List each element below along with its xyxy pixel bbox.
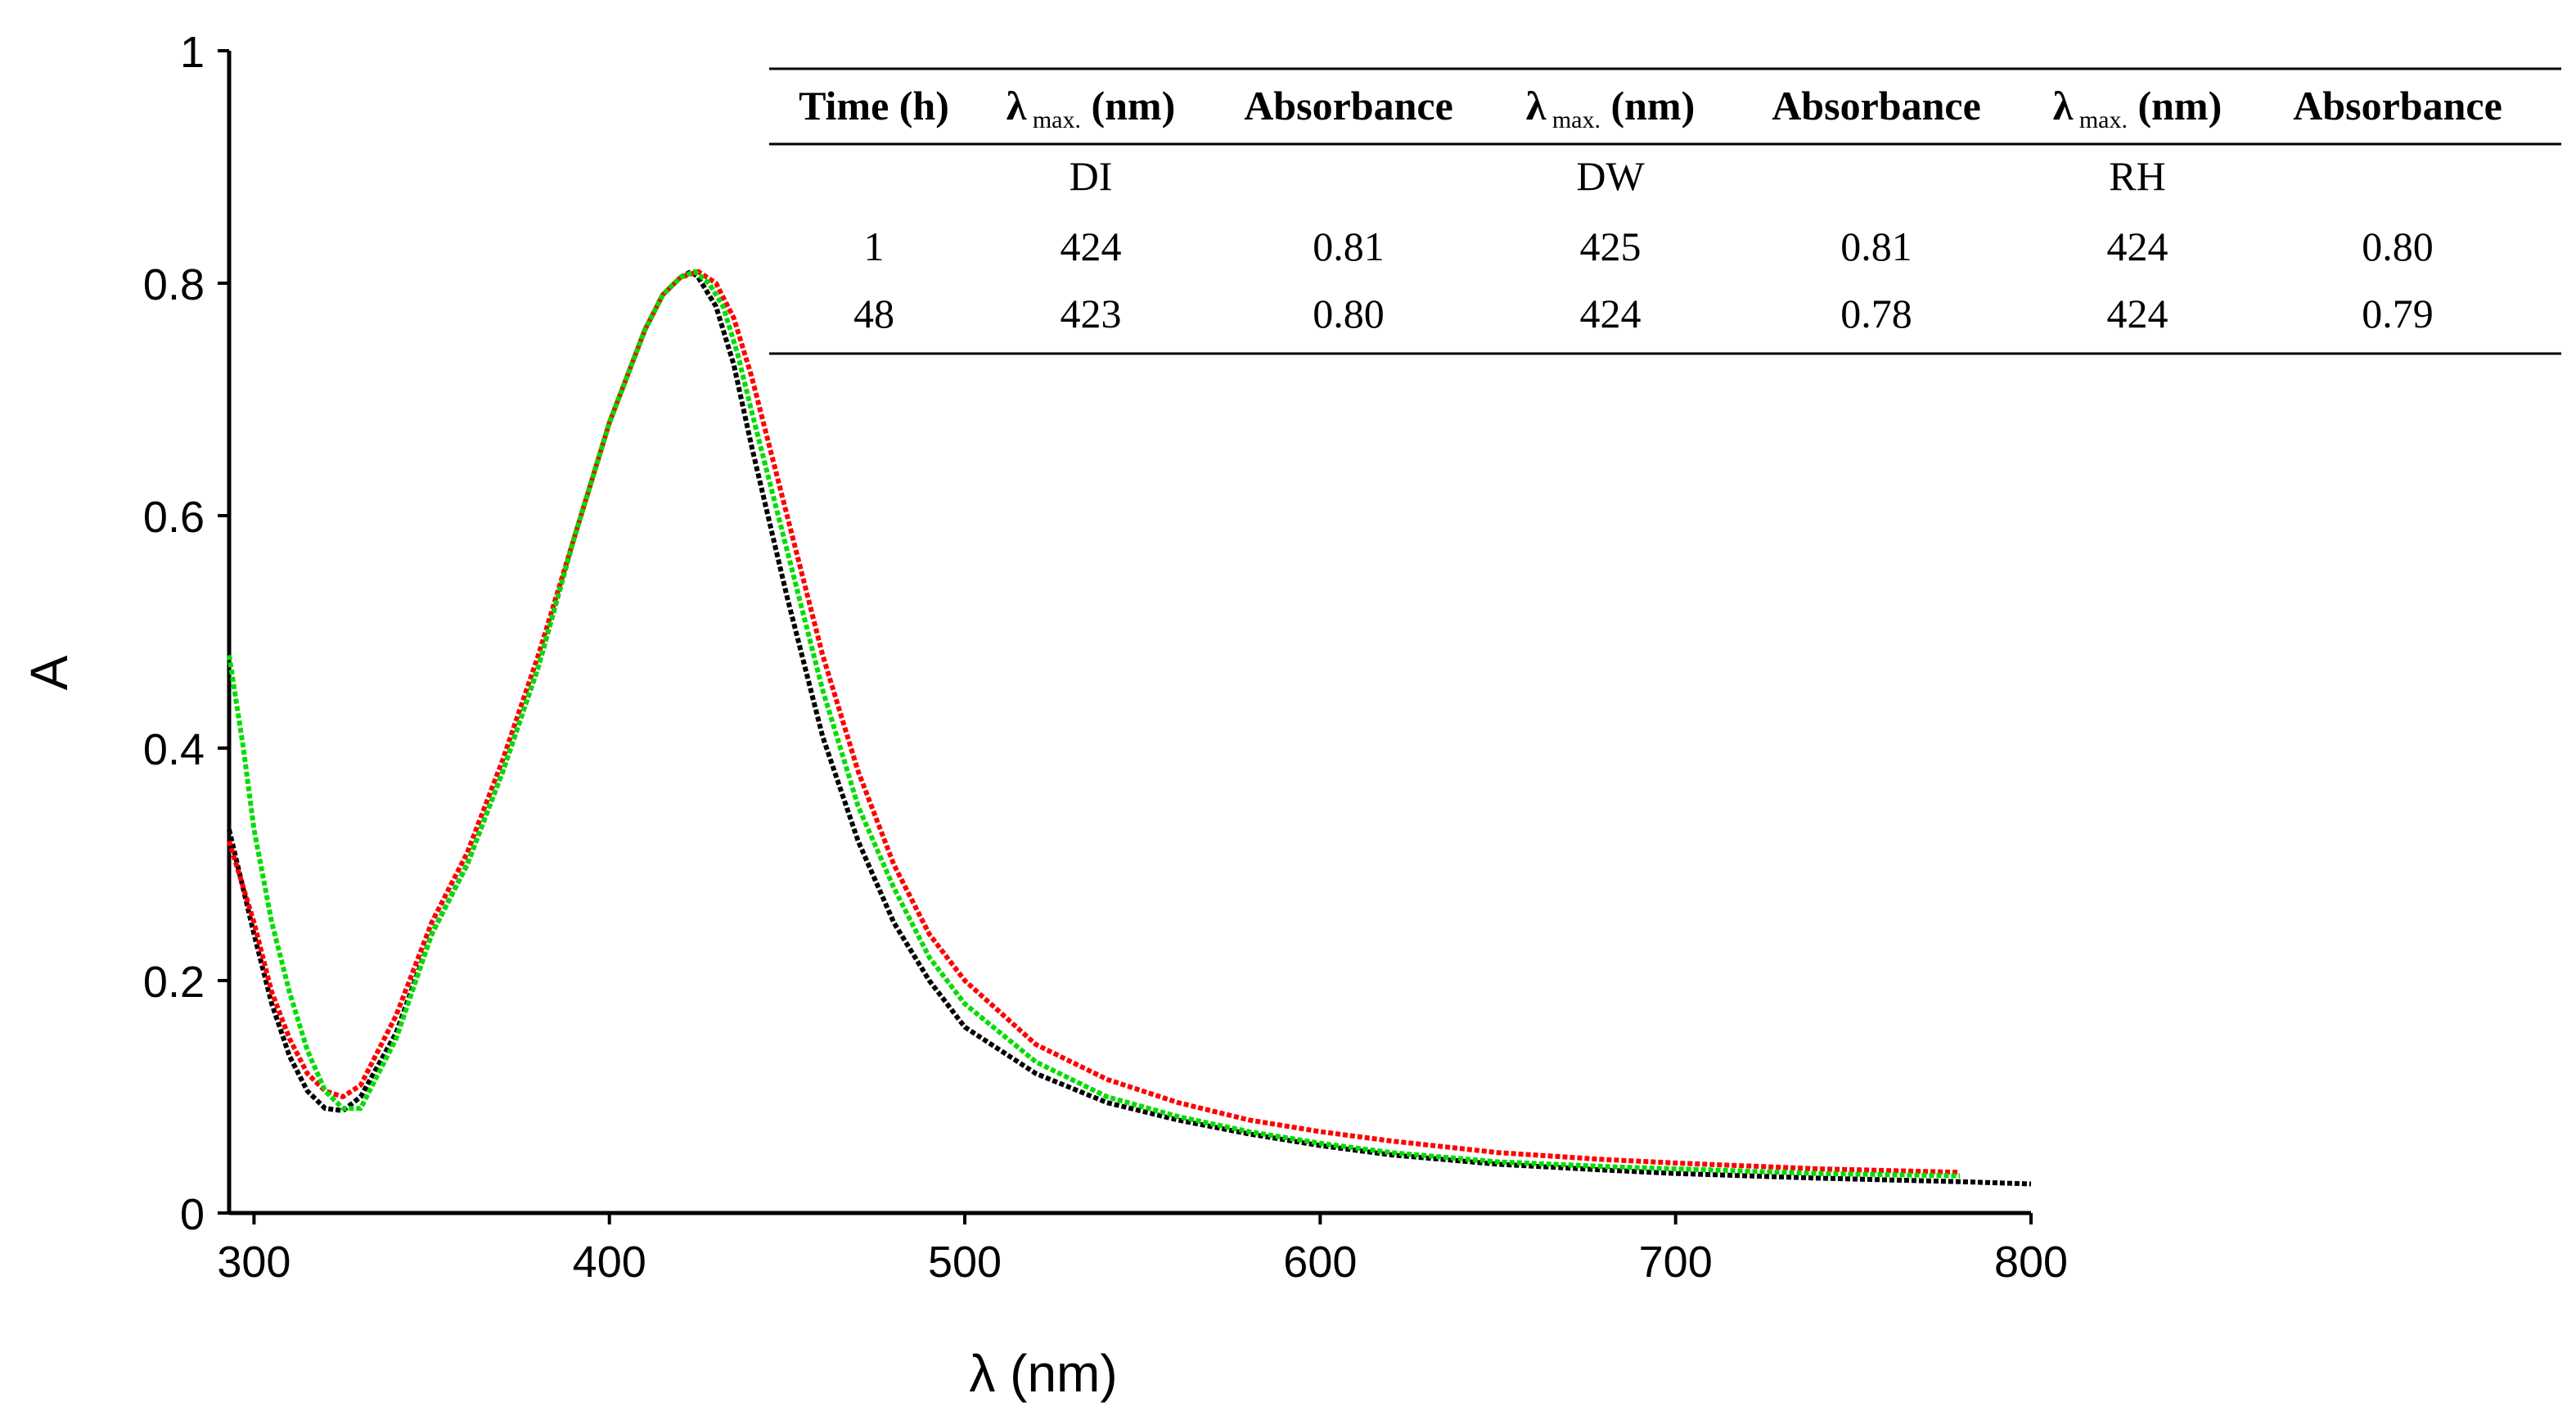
table-cell: 0.79 [2362, 291, 2434, 336]
table-header-main: λ [1007, 83, 1027, 129]
table-header-cell: Absorbance [2293, 83, 2502, 129]
y-tick-label: 0 [180, 1190, 205, 1239]
table-cell: 424 [2107, 291, 2168, 336]
x-tick-label: 300 [217, 1238, 290, 1287]
table-header-sub: max. [1546, 106, 1601, 133]
x-tick-label: 800 [1994, 1238, 2068, 1287]
table-cell: 424 [1061, 223, 1122, 269]
y-tick-label: 1 [180, 28, 205, 77]
table-header-sub: max. [1026, 106, 1081, 133]
table-cell: 423 [1061, 291, 1122, 336]
table-header-tail: (nm) [2128, 83, 2222, 129]
y-tick-label: 0.4 [143, 725, 205, 774]
table-header-main: Time (h) [799, 83, 949, 129]
table-header-tail: (nm) [1601, 83, 1695, 129]
series-line-2 [227, 268, 1961, 1175]
x-axis-ticks: 300 400 500 600 700 800 [217, 1213, 2068, 1287]
table-header-main: λ [1526, 83, 1547, 129]
table-header-cell: λ max. (nm) [1007, 83, 1175, 133]
series-line-3 [227, 268, 1961, 1179]
table-header-main: λ [2053, 83, 2074, 129]
table-header-cell: λ max. (nm) [1526, 83, 1695, 133]
table-header-tail: (nm) [1081, 83, 1175, 129]
table-group-label: DI [1070, 153, 1113, 199]
table-cell: 48 [853, 291, 894, 336]
table-group-label: RH [2109, 153, 2165, 199]
x-tick-label: 700 [1639, 1238, 1713, 1287]
table-header-cell: λ max. (nm) [2053, 83, 2222, 133]
table-header-main: Absorbance [2293, 83, 2502, 129]
table-cell: 425 [1580, 223, 1642, 269]
table-cell: 424 [2107, 223, 2168, 269]
y-axis-ticks: 0 0.2 0.4 0.6 0.8 1 [143, 28, 229, 1239]
table-header-cell: Absorbance [1244, 83, 1453, 129]
inset-table: Time (h) λ max. (nm) Absorbance λ max. (nm)… [769, 67, 2561, 355]
x-axis-label: λ (nm) [969, 1344, 1117, 1403]
y-axis-label: A [20, 655, 79, 690]
y-tick-label: 0.6 [143, 493, 205, 542]
table-cell: 1 [864, 223, 885, 269]
table-cell: 0.81 [1313, 223, 1385, 269]
x-tick-label: 600 [1283, 1238, 1357, 1287]
table-header-cell: Time (h) [799, 83, 949, 129]
table-header-main: Absorbance [1772, 83, 1981, 129]
y-tick-label: 0.2 [143, 958, 205, 1007]
table-header-sub: max. [2073, 106, 2128, 133]
y-tick-label: 0.8 [143, 260, 205, 309]
table-cell: 424 [1580, 291, 1642, 336]
table-cell: 0.78 [1840, 291, 1912, 336]
table-cell: 0.80 [2362, 223, 2434, 269]
table-header-cell: Absorbance [1772, 83, 1981, 129]
series-layer [227, 268, 2032, 1187]
series-line-1 [227, 268, 2032, 1187]
table-cell: 0.81 [1840, 223, 1912, 269]
table-group-label: DW [1576, 153, 1645, 199]
table-cell: 0.80 [1313, 291, 1385, 336]
x-tick-label: 500 [928, 1238, 1002, 1287]
x-tick-label: 400 [573, 1238, 646, 1287]
table-header-main: Absorbance [1244, 83, 1453, 129]
